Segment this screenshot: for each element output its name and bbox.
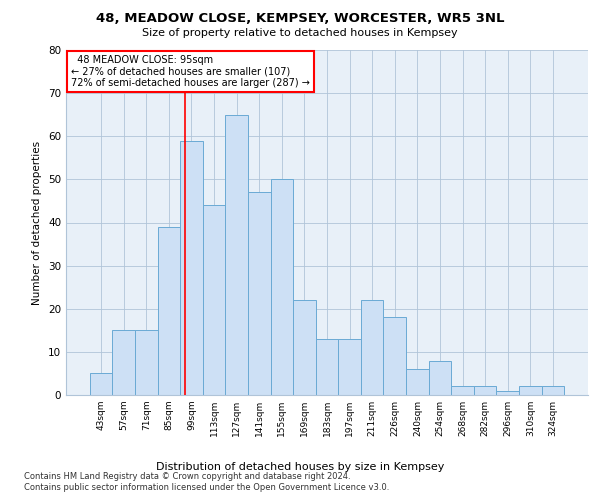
Bar (226, 114, 248, 395)
Bar (112, 330, 135, 395)
Text: Distribution of detached houses by size in Kempsey: Distribution of detached houses by size … (156, 462, 444, 472)
Bar (293, 300, 316, 395)
Bar (316, 339, 338, 395)
Text: Size of property relative to detached houses in Kempsey: Size of property relative to detached ho… (142, 28, 458, 38)
Bar (135, 330, 158, 395)
Bar (451, 386, 474, 395)
Bar (180, 140, 203, 395)
Bar (474, 386, 496, 395)
Y-axis label: Number of detached properties: Number of detached properties (32, 140, 43, 304)
Bar (361, 300, 383, 395)
Text: 48 MEADOW CLOSE: 95sqm
← 27% of detached houses are smaller (107)
72% of semi-de: 48 MEADOW CLOSE: 95sqm ← 27% of detached… (71, 55, 310, 88)
Bar (338, 339, 361, 395)
Bar (271, 180, 293, 395)
Bar (542, 386, 564, 395)
Bar (90, 374, 112, 395)
Bar (383, 318, 406, 395)
Bar (406, 369, 428, 395)
Bar (203, 205, 226, 395)
Bar (158, 227, 180, 395)
Bar (428, 360, 451, 395)
Bar (519, 386, 542, 395)
Bar (248, 192, 271, 395)
Text: 48, MEADOW CLOSE, KEMPSEY, WORCESTER, WR5 3NL: 48, MEADOW CLOSE, KEMPSEY, WORCESTER, WR… (96, 12, 504, 26)
Text: Contains HM Land Registry data © Crown copyright and database right 2024.: Contains HM Land Registry data © Crown c… (24, 472, 350, 481)
Bar (496, 390, 519, 395)
Text: Contains public sector information licensed under the Open Government Licence v3: Contains public sector information licen… (24, 483, 389, 492)
